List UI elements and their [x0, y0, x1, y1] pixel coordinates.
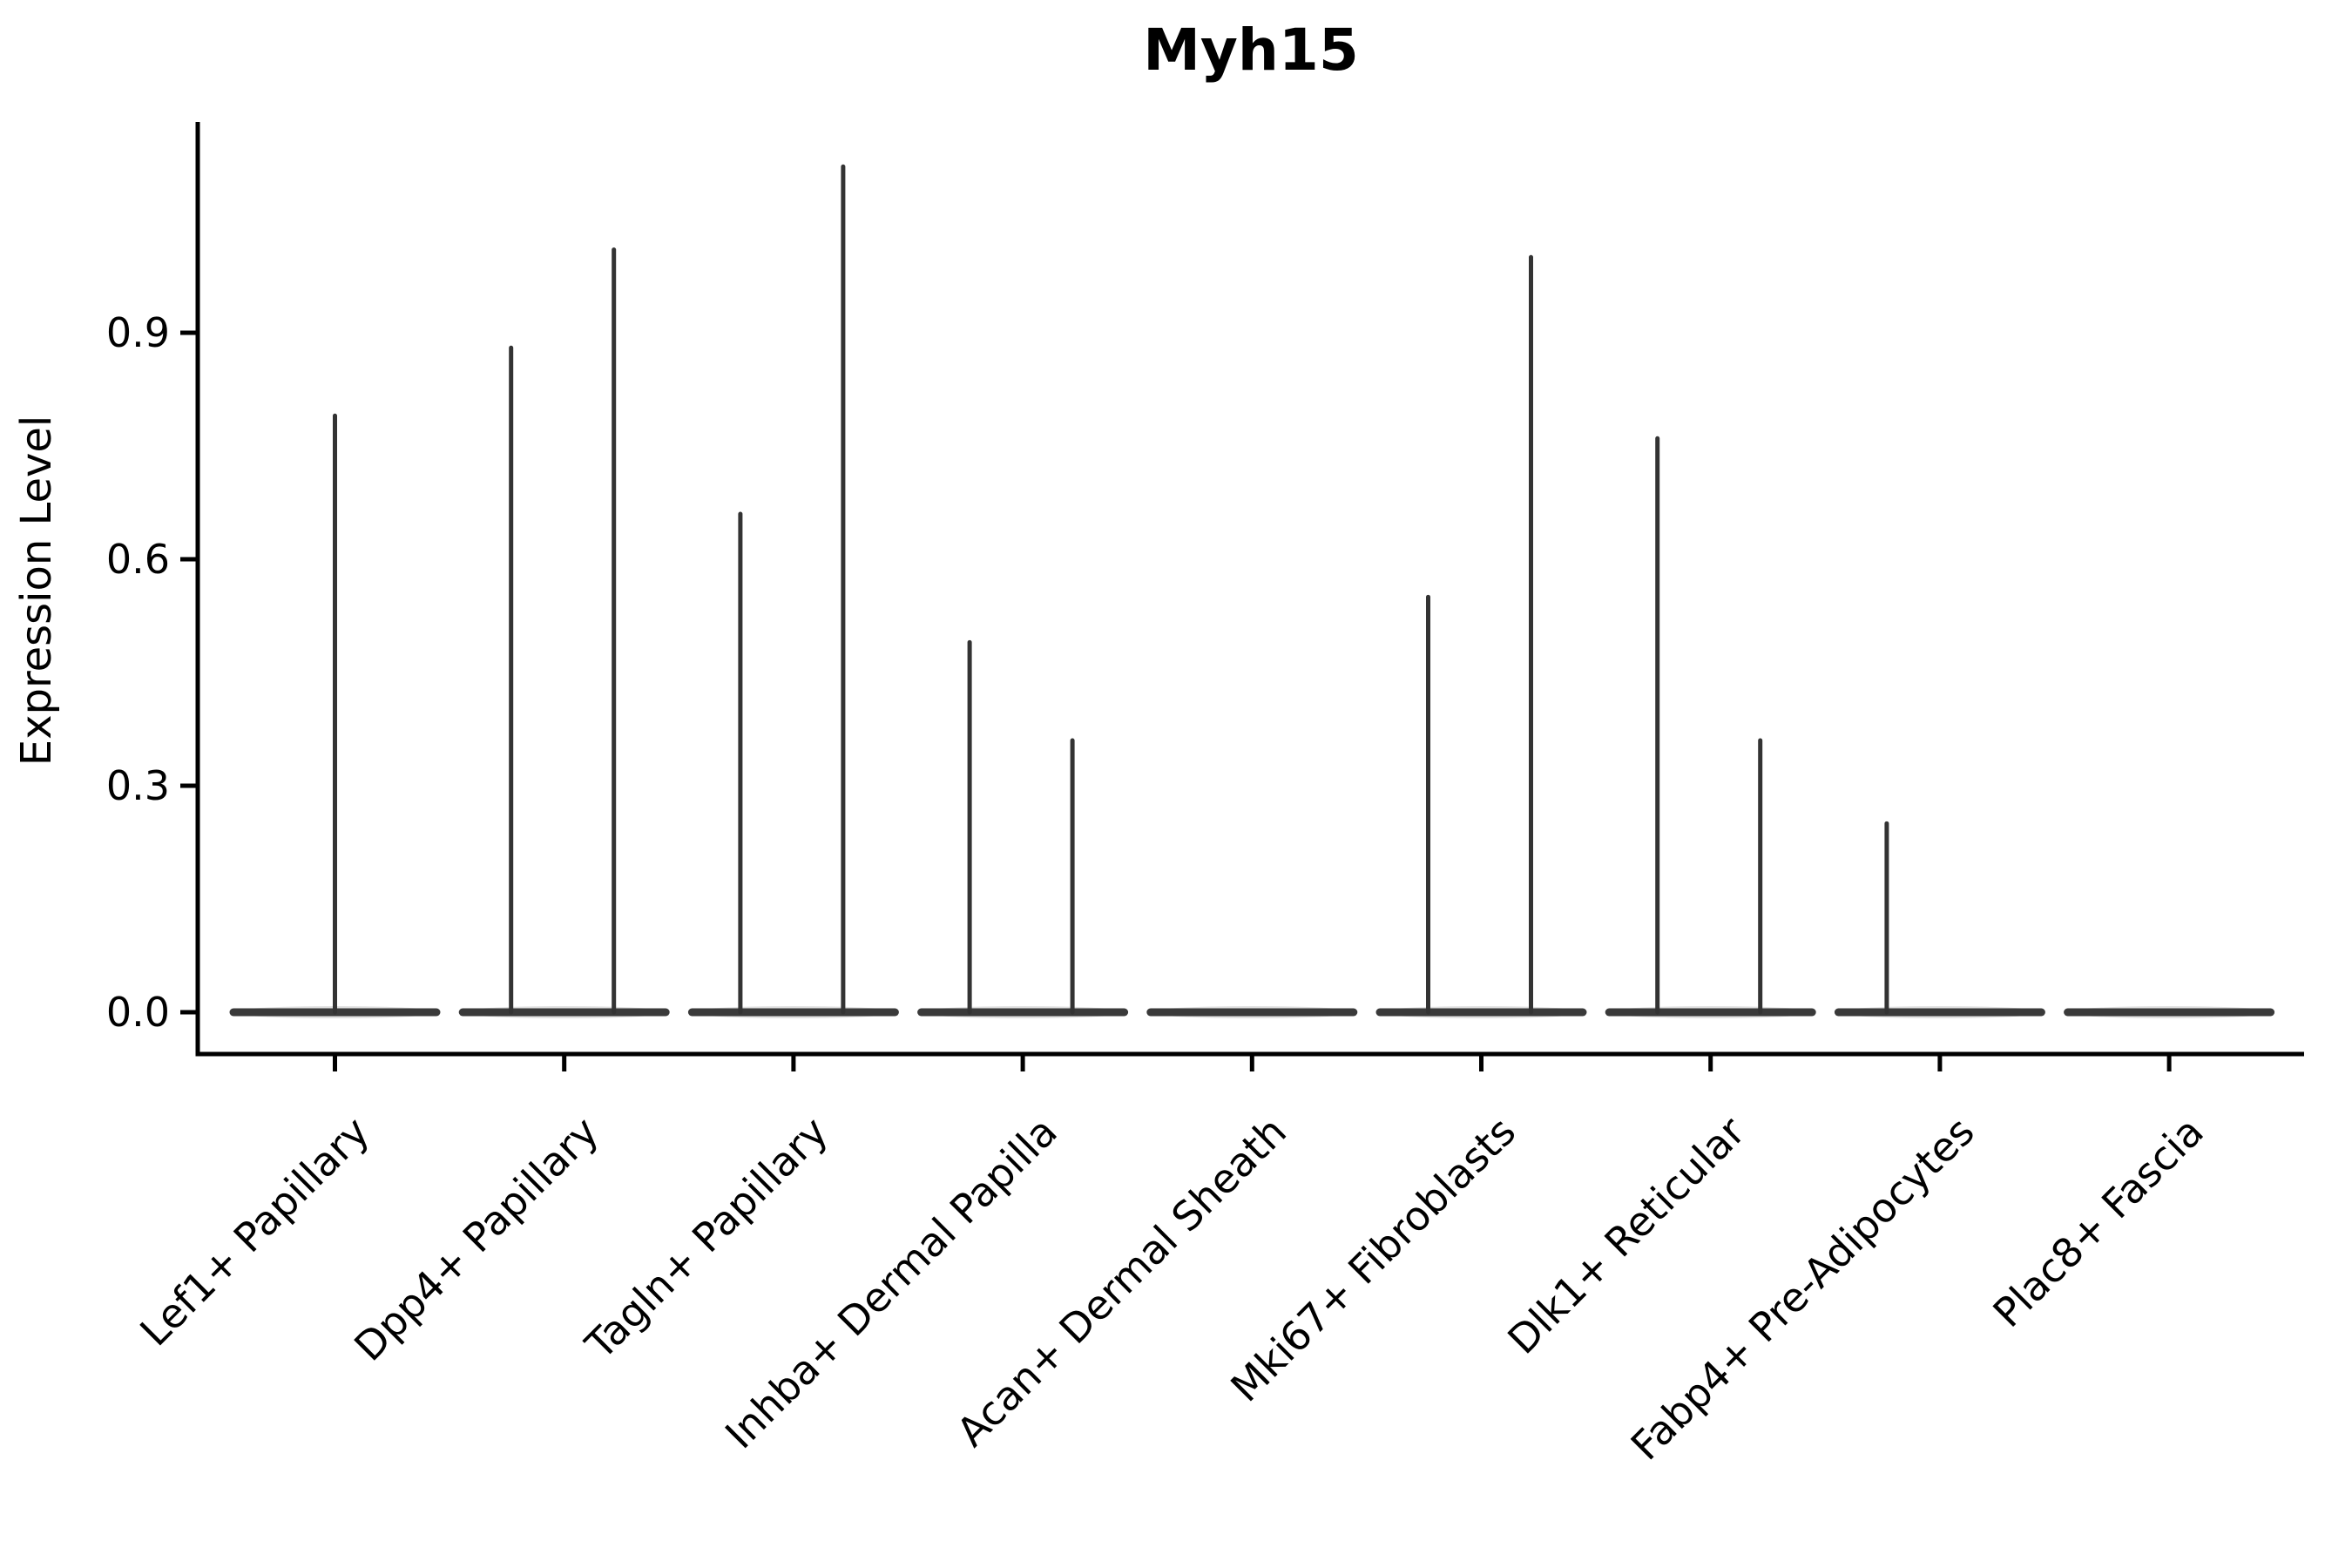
violin-base: [917, 1008, 1129, 1017]
violins-layer: [229, 164, 2275, 1018]
violin-base: [1375, 1008, 1587, 1017]
y-tick-label: 0.3: [106, 762, 170, 809]
violin-base: [687, 1008, 899, 1017]
x-tick-label: Tagln+ Papillary: [576, 1108, 837, 1369]
x-tick-label: Lef1+ Papillary: [131, 1108, 378, 1355]
violin-inhba-dermal-papilla: [917, 639, 1129, 1018]
violin-lef1-papillary: [229, 413, 441, 1018]
violin-dpp4-papillary: [458, 247, 670, 1018]
violin-base: [1605, 1008, 1816, 1017]
chart-title: Myh15: [1143, 17, 1359, 84]
y-ticks-layer: 0.0 0.3 0.6 0.9: [106, 309, 198, 1036]
y-tick-label: 0.0: [106, 989, 170, 1036]
y-axis-label: Expression Level: [12, 416, 61, 767]
violin-dlk1-reticular: [1605, 436, 1816, 1018]
violin-base: [2064, 1008, 2275, 1017]
violin-acan-dermal-sheath: [1146, 1006, 1358, 1018]
violin-base: [1146, 1008, 1358, 1017]
violin-base: [458, 1008, 670, 1017]
violin-base: [1834, 1008, 2045, 1017]
violin-mki67-fibroblasts: [1375, 254, 1587, 1018]
x-tick-label: Dpp4+ Papillary: [345, 1108, 607, 1370]
y-tick-label: 0.9: [106, 309, 170, 356]
violin-plac8-fascia: [2064, 1006, 2275, 1018]
violin-fabp4-pre-adipocytes: [1834, 821, 2045, 1018]
x-tick-label: Plac8+ Fascia: [1984, 1108, 2212, 1336]
y-tick-label: 0.6: [106, 536, 170, 583]
x-tick-label: Dlk1+ Reticular: [1498, 1108, 1754, 1363]
violin-tagln-papillary: [687, 164, 899, 1018]
